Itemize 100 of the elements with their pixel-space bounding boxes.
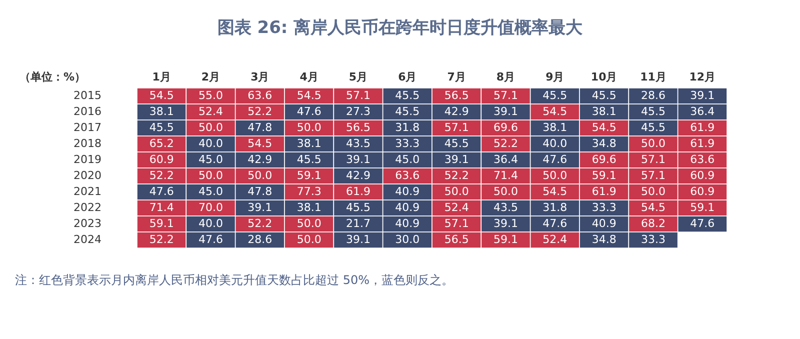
data-label: 45.5 xyxy=(149,121,174,134)
data-label: 56.5 xyxy=(444,233,469,246)
data-label: 59.1 xyxy=(494,233,518,246)
data-label: 63.6 xyxy=(248,89,272,102)
data-label: 57.1 xyxy=(494,89,518,102)
y-axis-title: （单位：%） xyxy=(19,70,86,84)
data-label: 54.5 xyxy=(296,89,322,102)
x-tick-label: 7月 xyxy=(447,70,466,84)
data-label: 63.6 xyxy=(395,169,420,182)
data-label: 30.0 xyxy=(395,233,420,246)
data-label: 50.0 xyxy=(444,185,469,198)
data-label: 45.0 xyxy=(198,185,223,198)
data-label: 57.1 xyxy=(641,169,666,182)
data-label: 36.4 xyxy=(494,153,518,166)
data-label: 40.0 xyxy=(198,217,223,230)
data-label: 65.2 xyxy=(149,137,174,150)
data-label: 52.4 xyxy=(198,105,223,118)
y-tick-label: 2016 xyxy=(74,105,102,118)
data-label: 33.3 xyxy=(592,201,616,214)
data-label: 56.5 xyxy=(346,121,370,134)
data-label: 38.1 xyxy=(542,121,568,134)
data-label: 69.6 xyxy=(592,153,616,166)
data-label: 54.5 xyxy=(641,201,666,214)
data-label: 61.9 xyxy=(690,121,715,134)
x-tick-label: 2月 xyxy=(201,70,220,84)
data-label: 50.0 xyxy=(296,233,322,246)
data-label: 38.1 xyxy=(296,201,322,214)
data-label: 54.5 xyxy=(542,105,568,118)
data-label: 45.0 xyxy=(198,153,223,166)
y-tick-label: 2020 xyxy=(74,169,102,182)
data-label: 47.8 xyxy=(248,185,272,198)
data-label: 68.2 xyxy=(641,217,666,230)
data-label: 61.9 xyxy=(346,185,370,198)
data-label: 28.6 xyxy=(248,233,272,246)
data-label: 40.9 xyxy=(395,217,420,230)
data-label: 52.4 xyxy=(444,201,469,214)
data-label: 39.1 xyxy=(444,153,469,166)
data-label: 33.3 xyxy=(641,233,666,246)
y-tick-label: 2017 xyxy=(74,121,102,134)
x-tick-label: 10月 xyxy=(590,70,618,84)
data-label: 57.1 xyxy=(346,89,370,102)
data-label: 40.0 xyxy=(198,137,223,150)
data-label: 60.9 xyxy=(690,169,715,182)
data-label: 27.3 xyxy=(346,105,370,118)
data-label: 50.0 xyxy=(248,169,272,182)
data-label: 50.0 xyxy=(641,185,666,198)
data-label: 21.7 xyxy=(346,217,370,230)
data-label: 39.1 xyxy=(346,233,370,246)
text: 注：红色背景表示月内离岸人民币相对美元升值天数占比超过 50%，蓝色则反之。 xyxy=(15,273,454,287)
data-label: 50.0 xyxy=(641,137,666,150)
y-tick-label: 2019 xyxy=(74,153,102,166)
data-label: 45.5 xyxy=(395,105,420,118)
data-label: 50.0 xyxy=(198,169,223,182)
x-tick-label: 1月 xyxy=(152,70,171,84)
data-label: 38.1 xyxy=(296,137,322,150)
data-label: 40.9 xyxy=(592,217,616,230)
data-label: 43.5 xyxy=(346,137,370,150)
data-label: 34.8 xyxy=(592,137,616,150)
data-label: 47.6 xyxy=(690,217,715,230)
data-label: 45.5 xyxy=(542,89,568,102)
data-label: 31.8 xyxy=(395,121,420,134)
x-tick-label: 4月 xyxy=(300,70,318,84)
data-label: 38.1 xyxy=(149,105,174,118)
y-tick-label: 2023 xyxy=(74,217,102,230)
data-label: 57.1 xyxy=(444,121,469,134)
x-tick-label: 9月 xyxy=(546,70,564,84)
data-label: 28.6 xyxy=(641,89,666,102)
data-label: 42.9 xyxy=(248,153,272,166)
data-label: 63.6 xyxy=(690,153,715,166)
y-tick-label: 2022 xyxy=(74,201,102,214)
data-label: 39.1 xyxy=(494,105,518,118)
data-label: 52.2 xyxy=(149,169,174,182)
data-label: 45.5 xyxy=(641,121,666,134)
data-label: 45.5 xyxy=(346,201,370,214)
data-label: 61.9 xyxy=(592,185,616,198)
data-label: 52.2 xyxy=(248,217,272,230)
x-tick-label: 11月 xyxy=(640,70,666,84)
x-tick-label: 5月 xyxy=(348,70,368,84)
y-tick-label: 2021 xyxy=(74,185,102,198)
data-label: 57.1 xyxy=(444,217,469,230)
data-label: 69.6 xyxy=(494,121,518,134)
data-label: 47.6 xyxy=(542,217,568,230)
y-tick-label: 2015 xyxy=(74,89,102,102)
data-label: 45.5 xyxy=(395,89,420,102)
data-label: 47.6 xyxy=(149,185,174,198)
data-label: 52.2 xyxy=(149,233,174,246)
data-label: 39.1 xyxy=(248,201,272,214)
data-label: 71.4 xyxy=(494,169,518,182)
data-label: 40.9 xyxy=(395,201,420,214)
data-label: 59.1 xyxy=(296,169,322,182)
x-tick-label: 8月 xyxy=(496,70,516,84)
x-tick-label: 3月 xyxy=(250,70,270,84)
data-label: 61.9 xyxy=(690,137,715,150)
data-label: 77.3 xyxy=(296,185,322,198)
data-label: 52.2 xyxy=(494,137,518,150)
data-label: 47.6 xyxy=(542,153,568,166)
x-tick-label: 12月 xyxy=(689,70,716,84)
data-label: 50.0 xyxy=(198,121,223,134)
data-label: 54.5 xyxy=(542,185,568,198)
data-label: 60.9 xyxy=(690,185,715,198)
